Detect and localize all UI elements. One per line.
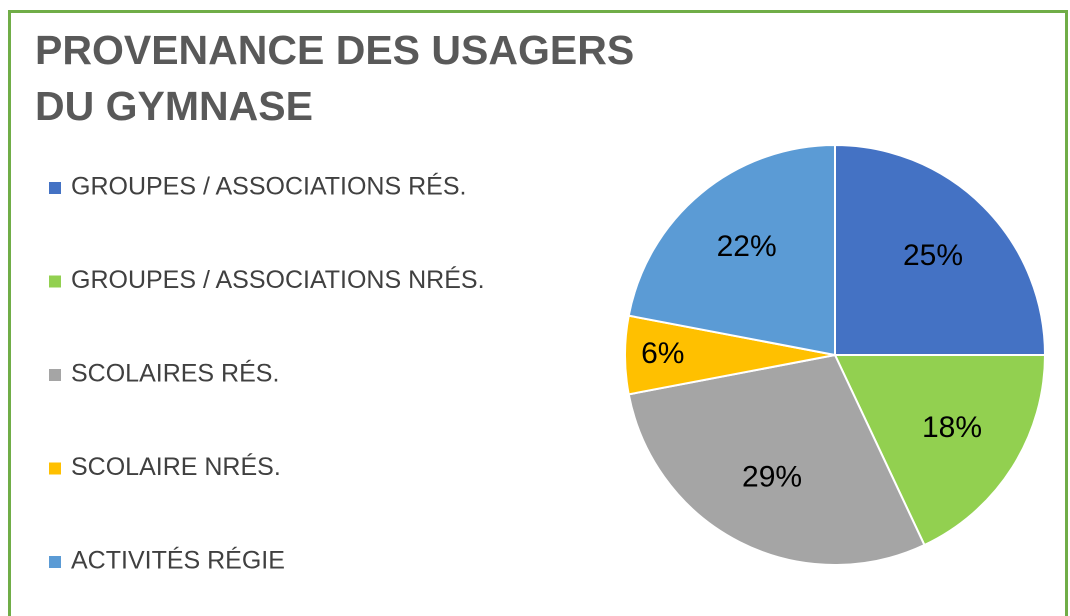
legend-swatch: [49, 556, 61, 568]
chart-title: PROVENANCE DES USAGERS DU GYMNASE: [35, 27, 635, 129]
data-label: 18%: [922, 411, 982, 444]
legend-swatch: [49, 275, 61, 288]
pie-slice: [834, 143, 1047, 356]
legend-swatch: [49, 369, 61, 381]
legend-label: GROUPES / ASSOCIATIONS NRÉS.: [71, 265, 485, 294]
pie-slice: [833, 354, 1047, 547]
legend-label: GROUPES / ASSOCIATIONS RÉS.: [71, 172, 466, 201]
legend-swatch: [49, 182, 61, 194]
data-label: 25%: [903, 239, 963, 272]
legend-label: ACTIVITÉS RÉGIE: [71, 546, 285, 575]
frame: [8, 10, 1068, 616]
pie-slice: [627, 353, 926, 566]
legend-swatch: [49, 462, 61, 475]
data-label: 22%: [717, 230, 777, 263]
legend-label: SCOLAIRES RÉS.: [71, 359, 279, 388]
data-label: 6%: [641, 337, 684, 370]
data-label: 29%: [742, 460, 802, 493]
legend-label: SCOLAIRE NRÉS.: [71, 452, 281, 481]
pie-slice: [627, 143, 836, 357]
